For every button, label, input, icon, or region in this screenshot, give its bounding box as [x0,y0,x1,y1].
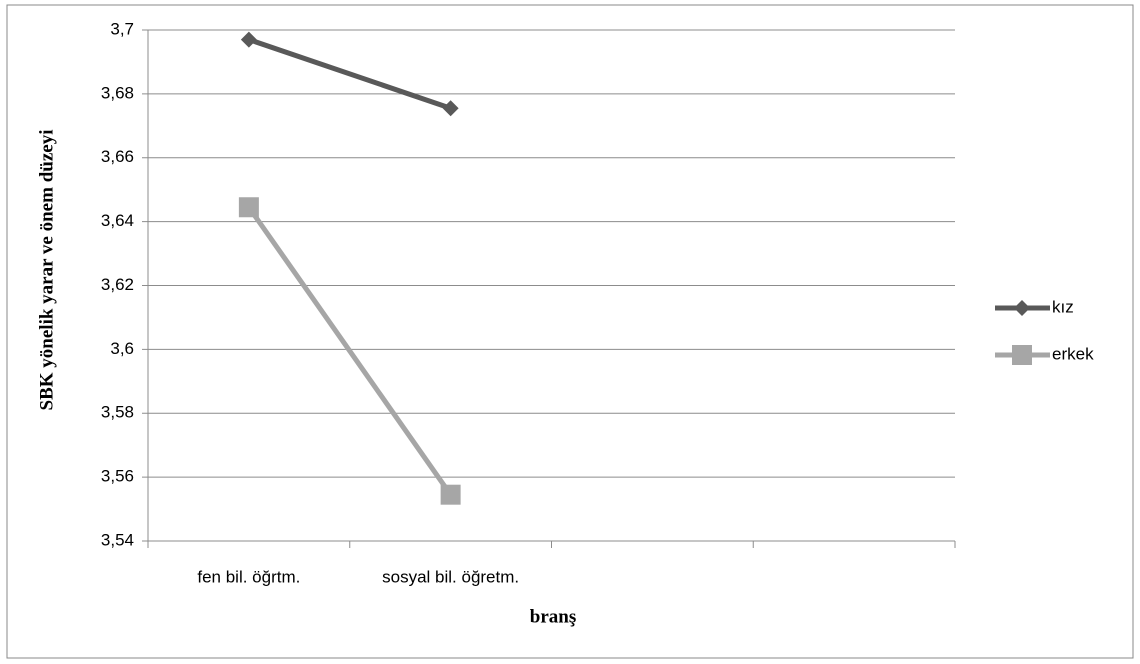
y-tick-label: 3,56 [101,467,134,486]
y-tick-label: 3,6 [110,339,134,358]
series-line [248,37,452,111]
y-tick-label: 3,7 [110,19,134,38]
x-tick-label: sosyal bil. öğretm. [382,567,519,586]
series-line [246,205,453,497]
legend-label: erkek [1052,344,1094,363]
legend-marker [1014,300,1030,316]
y-tick-label: 3,62 [101,275,134,294]
legend-label: kız [1052,297,1074,316]
chart-border [6,4,1134,659]
data-point [238,197,259,218]
data-point [442,100,459,117]
x-tick-label: fen bil. öğrtm. [197,567,300,586]
y-tick-label: 3,66 [101,147,134,166]
y-tick-label: 3,64 [101,211,134,230]
y-tick-label: 3,54 [101,530,134,549]
x-axis-title: branş [530,606,576,627]
y-tick-label: 3,58 [101,403,134,422]
data-point [440,484,461,505]
data-point [240,31,257,48]
y-axis-title: SBK yönelik yarar ve önem düzeyi [36,130,57,411]
legend-marker [1012,345,1032,365]
y-tick-label: 3,68 [101,83,134,102]
